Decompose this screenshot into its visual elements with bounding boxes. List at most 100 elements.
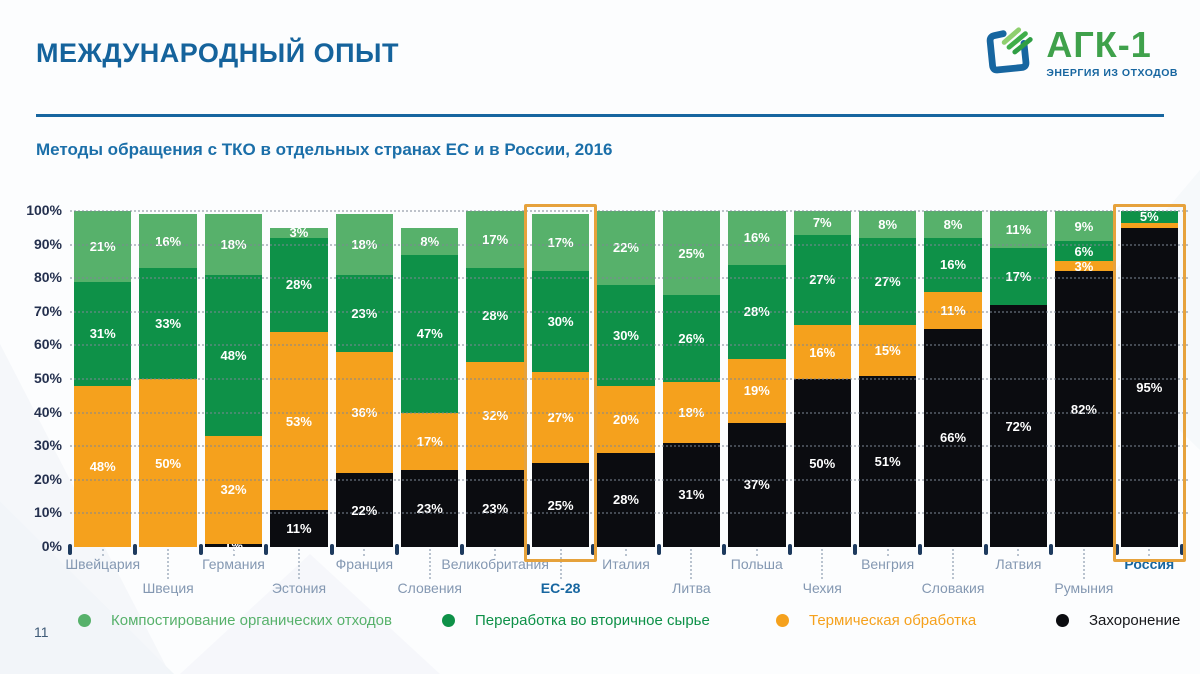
bar-segment-label: 27% xyxy=(809,272,836,288)
label-leader xyxy=(755,549,758,556)
bar-segment-compost: 8% xyxy=(924,211,982,238)
bar-segment-landfill: 72% xyxy=(989,305,1048,547)
gridline xyxy=(70,210,1188,212)
y-axis-label: 90% xyxy=(33,235,62,252)
axis-tick xyxy=(1180,544,1184,555)
bar-segment-label: 31% xyxy=(678,487,705,503)
label-leader xyxy=(690,549,693,579)
country-label: ЕС-28 xyxy=(540,580,581,596)
y-axis-label: 50% xyxy=(33,370,62,386)
axis-tick xyxy=(264,544,269,555)
bar-segment-compost: 21% xyxy=(74,211,132,282)
label-leader xyxy=(1082,549,1085,579)
gridline xyxy=(70,478,1188,481)
label-leader xyxy=(821,549,824,579)
axis-tick xyxy=(656,544,661,555)
country-label: Польша xyxy=(730,556,783,572)
y-axis-label: 10% xyxy=(33,504,62,521)
bar-segment-label: 17% xyxy=(547,235,574,251)
bar-segment-label: 27% xyxy=(547,410,574,426)
label-leader xyxy=(952,549,955,579)
bar-segment-label: 11% xyxy=(940,302,966,318)
bar-segment-thermal: 20% xyxy=(597,385,655,453)
bar-segment-label: 48% xyxy=(220,347,247,363)
gridline xyxy=(70,512,1188,515)
bar-segment-compost: 17% xyxy=(466,211,524,269)
bar-segment-thermal: 17% xyxy=(401,412,459,470)
gridline xyxy=(70,243,1188,246)
gridline xyxy=(70,344,1188,347)
bar-segment-label: 8% xyxy=(943,216,963,232)
axis-tick xyxy=(395,544,400,555)
label-leader xyxy=(297,549,300,579)
y-axis-label: 70% xyxy=(33,302,62,319)
bar-segment-thermal: 32% xyxy=(204,436,263,544)
bar-segment-recycle: 47% xyxy=(401,254,459,413)
y-axis-label: 0% xyxy=(41,538,62,554)
bar-segment-label: 21% xyxy=(89,238,116,254)
y-axis-label: 80% xyxy=(33,269,62,286)
page-number: 11 xyxy=(34,624,49,640)
bar-segment-landfill: 25% xyxy=(531,463,590,547)
bar-segment-thermal: 11% xyxy=(924,291,982,329)
bar-segment-compost: 16% xyxy=(728,211,786,265)
agk1-logo-icon xyxy=(987,27,1034,74)
bar-segment-recycle: 28% xyxy=(466,268,524,363)
bar-segment-label: 51% xyxy=(874,453,901,469)
country-label: Венгрия xyxy=(861,556,915,572)
axis-tick xyxy=(1114,544,1119,555)
bar-segment-label: 7% xyxy=(812,215,832,231)
bar-segment-recycle: 30% xyxy=(597,284,655,386)
axis-tick xyxy=(722,544,727,555)
bar: 23% 32% 28% 17% xyxy=(466,211,524,547)
axis-tick xyxy=(1049,544,1054,555)
bar-segment-label: 11% xyxy=(1005,221,1032,237)
label-leader xyxy=(494,549,497,556)
bar-segment-landfill: 11% xyxy=(270,510,328,547)
bar-segment-label: 32% xyxy=(220,482,247,498)
bar-segment-thermal: 48% xyxy=(74,385,132,547)
country-label: Латвия xyxy=(995,556,1042,572)
country-label: Франция xyxy=(335,556,394,572)
bar-segment-compost: 16% xyxy=(139,214,197,269)
bar-segment-label: 16% xyxy=(940,257,967,273)
gridline xyxy=(70,378,1188,380)
bar-segment-label: 53% xyxy=(285,413,312,429)
country-label: Словакия xyxy=(921,580,985,596)
label-leader xyxy=(625,549,627,556)
bar-segment-recycle: 31% xyxy=(74,281,132,386)
bar-segment-label: 26% xyxy=(678,331,705,347)
bar-segment-landfill: 37% xyxy=(728,422,786,547)
axis-tick xyxy=(787,544,792,555)
bar-segment-label: 6% xyxy=(1074,243,1094,259)
country-label: Швеция xyxy=(142,580,194,596)
bar-segment-compost: 3% xyxy=(270,225,328,240)
highlight-box xyxy=(523,204,598,562)
label-leader xyxy=(167,549,170,579)
y-axis-label: 40% xyxy=(33,403,62,420)
axis-tick xyxy=(918,544,923,555)
bar-segment-label: 16% xyxy=(809,344,836,360)
bar: 50% 16% 27% 7% xyxy=(793,211,851,547)
label-leader xyxy=(1017,549,1020,556)
bar-segment-recycle: 23% xyxy=(335,274,394,353)
bar-segment-label: 31% xyxy=(89,326,116,342)
bar-segment-recycle: 30% xyxy=(531,271,590,373)
bar-segment-label: 37% xyxy=(743,477,770,493)
bar-segment-label: 11% xyxy=(286,521,312,537)
bar: 25% 27% 30% 17% xyxy=(531,211,590,547)
gridline xyxy=(70,277,1188,280)
country-label: Швейцария xyxy=(65,556,141,572)
bar-segment-compost: 8% xyxy=(858,211,917,238)
country-label: Великобритания xyxy=(441,556,549,572)
bar-segment-label: 15% xyxy=(874,342,901,358)
bar-segment-label: 17% xyxy=(482,232,509,248)
gridline xyxy=(70,445,1188,448)
bar-segment-label: 23% xyxy=(482,500,509,516)
bar-segment-label: 33% xyxy=(155,316,182,332)
bar-segment-label: 8% xyxy=(878,216,898,232)
bar: 1% 32% 48% 18% xyxy=(204,211,263,553)
country-label: Румыния xyxy=(1054,580,1114,596)
bar-segment-landfill: 50% xyxy=(793,379,851,547)
